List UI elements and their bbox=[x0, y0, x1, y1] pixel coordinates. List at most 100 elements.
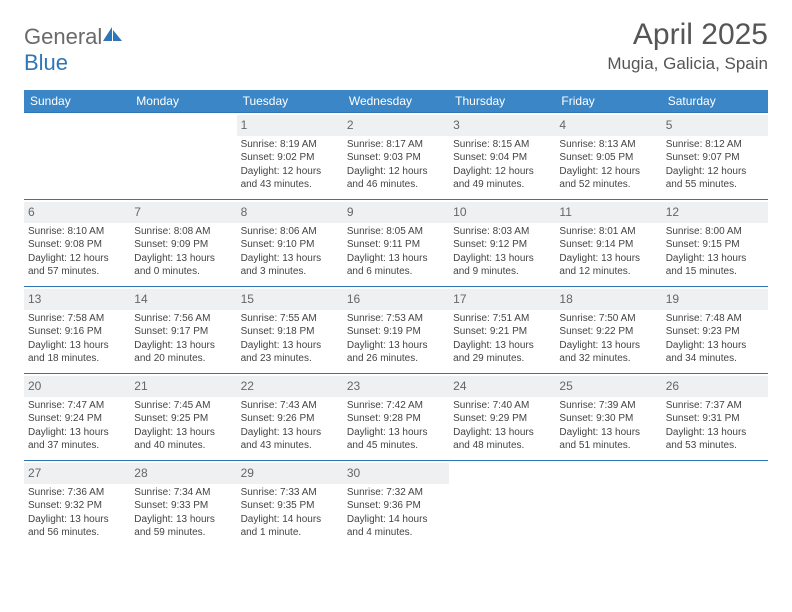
day-number-bar: 10 bbox=[449, 202, 555, 223]
day-number-bar: 17 bbox=[449, 289, 555, 310]
sunrise-line: Sunrise: 7:40 AM bbox=[453, 399, 551, 413]
page-header: General Blue April 2025 Mugia, Galicia, … bbox=[24, 18, 768, 76]
day-number-bar: 15 bbox=[237, 289, 343, 310]
day-number-bar: 29 bbox=[237, 463, 343, 484]
day-number-bar: 13 bbox=[24, 289, 130, 310]
day-number-bar: 24 bbox=[449, 376, 555, 397]
sunset-line: Sunset: 9:24 PM bbox=[28, 412, 126, 426]
day-cell: 15Sunrise: 7:55 AMSunset: 9:18 PMDayligh… bbox=[237, 287, 343, 373]
day-number: 25 bbox=[559, 379, 572, 393]
day-cell: 17Sunrise: 7:51 AMSunset: 9:21 PMDayligh… bbox=[449, 287, 555, 373]
day-number: 22 bbox=[241, 379, 254, 393]
sunrise-line: Sunrise: 7:39 AM bbox=[559, 399, 657, 413]
day-number-bar: 12 bbox=[662, 202, 768, 223]
logo-text: General Blue bbox=[24, 24, 124, 76]
day-number: 29 bbox=[241, 466, 254, 480]
day-cell: 12Sunrise: 8:00 AMSunset: 9:15 PMDayligh… bbox=[662, 200, 768, 286]
day-number-bar: 7 bbox=[130, 202, 236, 223]
sunrise-line: Sunrise: 7:50 AM bbox=[559, 312, 657, 326]
calendar-grid: Sunday Monday Tuesday Wednesday Thursday… bbox=[24, 90, 768, 547]
sunrise-line: Sunrise: 7:42 AM bbox=[347, 399, 445, 413]
weekday-header: Friday bbox=[555, 90, 661, 112]
daylight-line: Daylight: 13 hours and 34 minutes. bbox=[666, 339, 764, 366]
day-number: 12 bbox=[666, 205, 679, 219]
day-cell: 3Sunrise: 8:15 AMSunset: 9:04 PMDaylight… bbox=[449, 113, 555, 199]
sunrise-line: Sunrise: 8:17 AM bbox=[347, 138, 445, 152]
daylight-line: Daylight: 13 hours and 32 minutes. bbox=[559, 339, 657, 366]
day-cell: 20Sunrise: 7:47 AMSunset: 9:24 PMDayligh… bbox=[24, 374, 130, 460]
daylight-line: Daylight: 13 hours and 48 minutes. bbox=[453, 426, 551, 453]
day-number-bar: 5 bbox=[662, 115, 768, 136]
day-number: 27 bbox=[28, 466, 41, 480]
daylight-line: Daylight: 13 hours and 43 minutes. bbox=[241, 426, 339, 453]
day-number-bar: 16 bbox=[343, 289, 449, 310]
daylight-line: Daylight: 12 hours and 57 minutes. bbox=[28, 252, 126, 279]
day-cell: 13Sunrise: 7:58 AMSunset: 9:16 PMDayligh… bbox=[24, 287, 130, 373]
day-number: 23 bbox=[347, 379, 360, 393]
sunrise-line: Sunrise: 8:15 AM bbox=[453, 138, 551, 152]
day-number: 2 bbox=[347, 118, 354, 132]
day-cell: 26Sunrise: 7:37 AMSunset: 9:31 PMDayligh… bbox=[662, 374, 768, 460]
sunrise-line: Sunrise: 7:55 AM bbox=[241, 312, 339, 326]
location-subtitle: Mugia, Galicia, Spain bbox=[607, 54, 768, 74]
sunset-line: Sunset: 9:05 PM bbox=[559, 151, 657, 165]
sunset-line: Sunset: 9:22 PM bbox=[559, 325, 657, 339]
sunrise-line: Sunrise: 7:48 AM bbox=[666, 312, 764, 326]
daylight-line: Daylight: 12 hours and 49 minutes. bbox=[453, 165, 551, 192]
day-cell: 29Sunrise: 7:33 AMSunset: 9:35 PMDayligh… bbox=[237, 461, 343, 547]
sunrise-line: Sunrise: 7:53 AM bbox=[347, 312, 445, 326]
sunrise-line: Sunrise: 8:08 AM bbox=[134, 225, 232, 239]
weekday-header: Wednesday bbox=[343, 90, 449, 112]
daylight-line: Daylight: 13 hours and 3 minutes. bbox=[241, 252, 339, 279]
day-cell: 23Sunrise: 7:42 AMSunset: 9:28 PMDayligh… bbox=[343, 374, 449, 460]
day-cell: 30Sunrise: 7:32 AMSunset: 9:36 PMDayligh… bbox=[343, 461, 449, 547]
daylight-line: Daylight: 13 hours and 56 minutes. bbox=[28, 513, 126, 540]
daylight-line: Daylight: 12 hours and 46 minutes. bbox=[347, 165, 445, 192]
logo-text-gray: General bbox=[24, 24, 102, 49]
sunset-line: Sunset: 9:21 PM bbox=[453, 325, 551, 339]
sunset-line: Sunset: 9:16 PM bbox=[28, 325, 126, 339]
day-cell: 1Sunrise: 8:19 AMSunset: 9:02 PMDaylight… bbox=[237, 113, 343, 199]
sunrise-line: Sunrise: 7:56 AM bbox=[134, 312, 232, 326]
sunrise-line: Sunrise: 8:13 AM bbox=[559, 138, 657, 152]
day-number-bar: 8 bbox=[237, 202, 343, 223]
sunset-line: Sunset: 9:26 PM bbox=[241, 412, 339, 426]
sunset-line: Sunset: 9:11 PM bbox=[347, 238, 445, 252]
sunset-line: Sunset: 9:08 PM bbox=[28, 238, 126, 252]
day-number-bar: 2 bbox=[343, 115, 449, 136]
day-number: 28 bbox=[134, 466, 147, 480]
sunrise-line: Sunrise: 7:58 AM bbox=[28, 312, 126, 326]
day-number: 24 bbox=[453, 379, 466, 393]
daylight-line: Daylight: 13 hours and 23 minutes. bbox=[241, 339, 339, 366]
day-cell: 14Sunrise: 7:56 AMSunset: 9:17 PMDayligh… bbox=[130, 287, 236, 373]
day-number-bar: 9 bbox=[343, 202, 449, 223]
daylight-line: Daylight: 13 hours and 6 minutes. bbox=[347, 252, 445, 279]
daylight-line: Daylight: 14 hours and 4 minutes. bbox=[347, 513, 445, 540]
logo-text-blue: Blue bbox=[24, 50, 68, 75]
day-number-bar: 14 bbox=[130, 289, 236, 310]
day-number-bar: 18 bbox=[555, 289, 661, 310]
day-number: 5 bbox=[666, 118, 673, 132]
day-number-bar: 23 bbox=[343, 376, 449, 397]
day-cell bbox=[449, 461, 555, 547]
sunset-line: Sunset: 9:10 PM bbox=[241, 238, 339, 252]
sunset-line: Sunset: 9:25 PM bbox=[134, 412, 232, 426]
day-number-bar-empty bbox=[24, 115, 130, 133]
day-number: 14 bbox=[134, 292, 147, 306]
daylight-line: Daylight: 13 hours and 53 minutes. bbox=[666, 426, 764, 453]
day-number-bar: 11 bbox=[555, 202, 661, 223]
daylight-line: Daylight: 13 hours and 26 minutes. bbox=[347, 339, 445, 366]
sunset-line: Sunset: 9:32 PM bbox=[28, 499, 126, 513]
day-number-bar: 4 bbox=[555, 115, 661, 136]
weekday-header: Saturday bbox=[662, 90, 768, 112]
daylight-line: Daylight: 13 hours and 40 minutes. bbox=[134, 426, 232, 453]
day-number-bar: 26 bbox=[662, 376, 768, 397]
day-cell: 25Sunrise: 7:39 AMSunset: 9:30 PMDayligh… bbox=[555, 374, 661, 460]
day-cell: 24Sunrise: 7:40 AMSunset: 9:29 PMDayligh… bbox=[449, 374, 555, 460]
sunset-line: Sunset: 9:28 PM bbox=[347, 412, 445, 426]
day-number: 18 bbox=[559, 292, 572, 306]
sunrise-line: Sunrise: 7:33 AM bbox=[241, 486, 339, 500]
day-number: 8 bbox=[241, 205, 248, 219]
day-cell bbox=[662, 461, 768, 547]
day-cell: 22Sunrise: 7:43 AMSunset: 9:26 PMDayligh… bbox=[237, 374, 343, 460]
